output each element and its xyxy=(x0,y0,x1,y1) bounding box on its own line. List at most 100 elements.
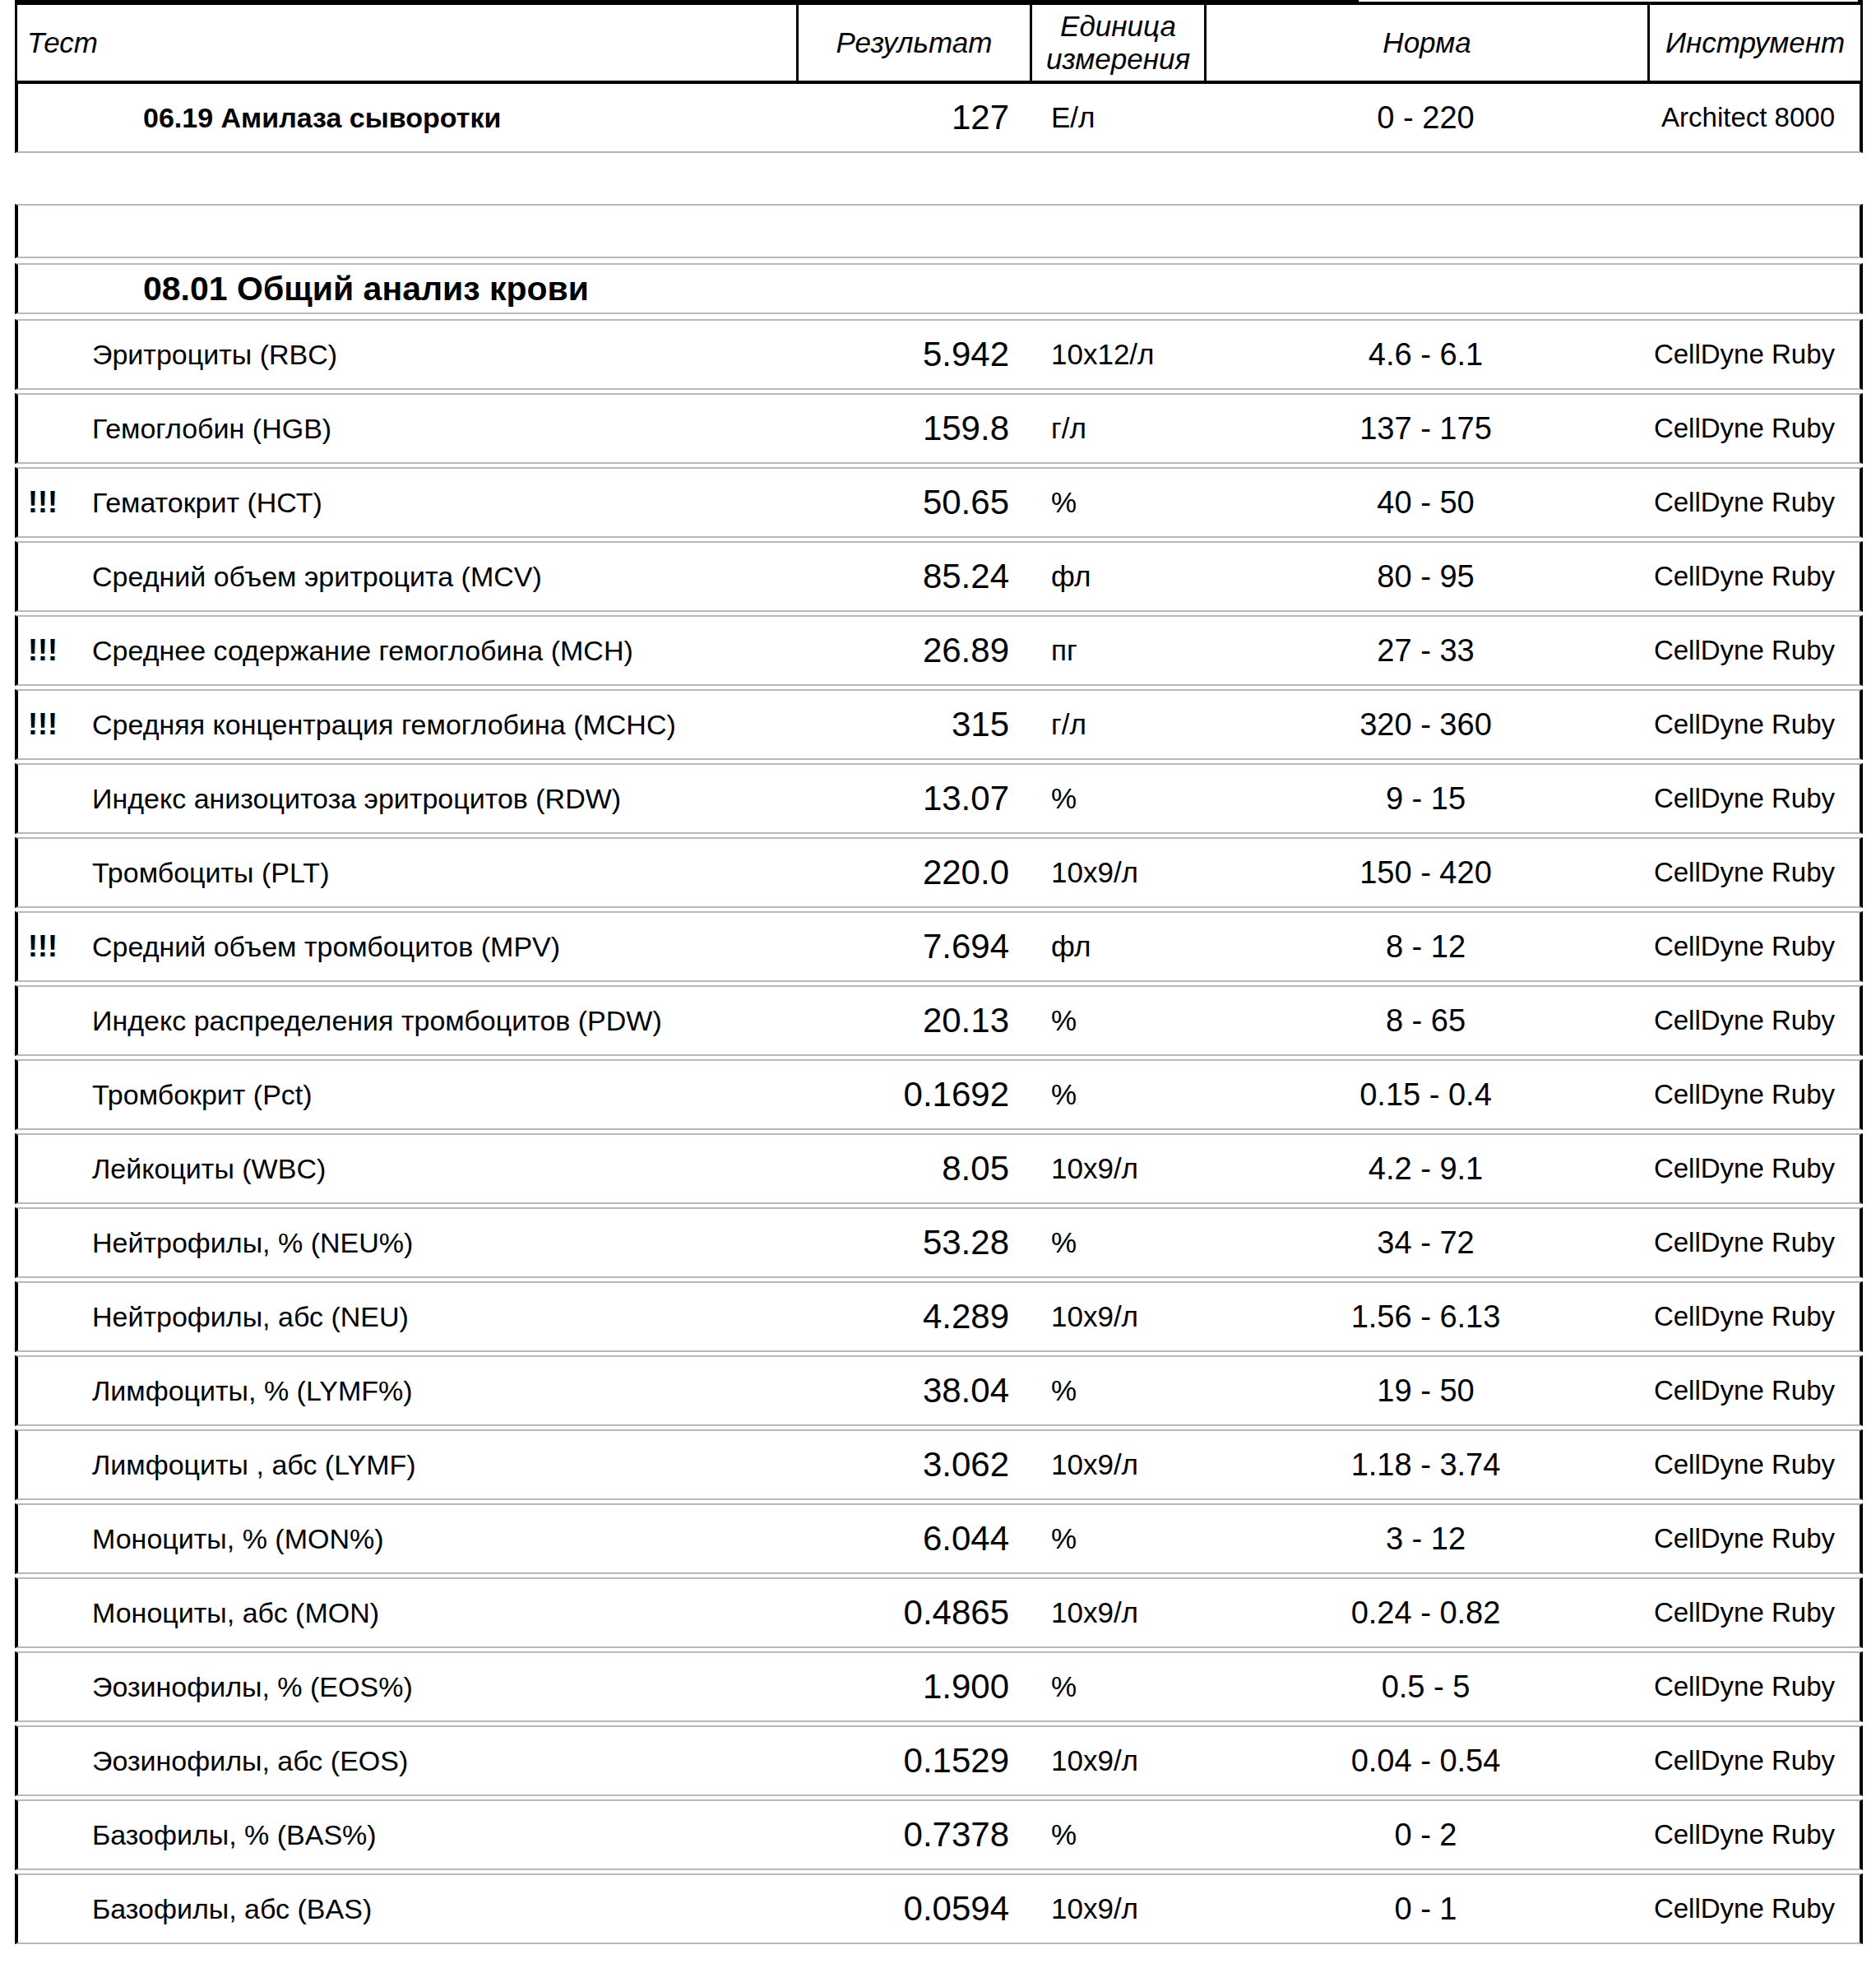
test-result-row: Лимфоциты , абс (LYMF) 3.062 10х9/л 1.18… xyxy=(15,1429,1863,1500)
instrument-name: Architect 8000 xyxy=(1647,84,1860,151)
instrument-name: CellDyne Ruby xyxy=(1647,395,1860,462)
out-of-range-flag xyxy=(18,1875,82,1943)
test-name: Индекс анизоцитоза эритроцитов (RDW) xyxy=(82,765,796,832)
result-value: 20.13 xyxy=(796,987,1030,1054)
cbc-rows-container: Эритроциты (RBC) 5.942 10х12/л 4.6 - 6.1… xyxy=(15,319,1863,1944)
test-name: Эозинофилы, абс (EOS) xyxy=(82,1727,796,1794)
test-name: Эозинофилы, % (EOS%) xyxy=(82,1653,796,1720)
norm-range: 0.15 - 0.4 xyxy=(1204,1061,1647,1128)
instrument-name: CellDyne Ruby xyxy=(1647,321,1860,388)
out-of-range-flag xyxy=(18,1653,82,1720)
norm-range: 1.56 - 6.13 xyxy=(1204,1283,1647,1350)
amylase-row: 06.19 Амилаза сыворотки 127 Е/л 0 - 220 … xyxy=(15,84,1863,153)
out-of-range-flag: !!! xyxy=(18,469,82,536)
norm-range: 9 - 15 xyxy=(1204,765,1647,832)
norm-range: 0.04 - 0.54 xyxy=(1204,1727,1647,1794)
norm-range: 0 - 2 xyxy=(1204,1801,1647,1868)
test-result-row: Индекс анизоцитоза эритроцитов (RDW) 13.… xyxy=(15,763,1863,834)
out-of-range-flag xyxy=(18,395,82,462)
result-value: 6.044 xyxy=(796,1505,1030,1572)
instrument-name: CellDyne Ruby xyxy=(1647,1653,1860,1720)
result-value: 4.289 xyxy=(796,1283,1030,1350)
column-header-result: Результат xyxy=(796,5,1030,81)
column-header-instrument: Инструмент xyxy=(1647,5,1863,81)
out-of-range-flag xyxy=(18,987,82,1054)
amylase-table: Тест Результат Единицаизмерения Норма Ин… xyxy=(15,2,1863,153)
test-name: Средняя концентрация гемоглобина (MCHC) xyxy=(82,691,796,758)
unit-value: % xyxy=(1030,1505,1204,1572)
instrument-name: CellDyne Ruby xyxy=(1647,1579,1860,1646)
norm-range: 1.18 - 3.74 xyxy=(1204,1431,1647,1498)
norm-range: 0.24 - 0.82 xyxy=(1204,1579,1647,1646)
test-name: Лимфоциты, % (LYMF%) xyxy=(82,1357,796,1424)
test-result-row: Лимфоциты, % (LYMF%) 38.04 % 19 - 50 Cel… xyxy=(15,1355,1863,1426)
result-value: 0.1692 xyxy=(796,1061,1030,1128)
unit-value: фл xyxy=(1030,543,1204,610)
instrument-name: CellDyne Ruby xyxy=(1647,1505,1860,1572)
test-result-row: Базофилы, абс (BAS) 0.0594 10х9/л 0 - 1 … xyxy=(15,1873,1863,1944)
instrument-name: CellDyne Ruby xyxy=(1647,1801,1860,1868)
test-result-row: Нейтрофилы, абс (NEU) 4.289 10х9/л 1.56 … xyxy=(15,1281,1863,1352)
norm-range: 150 - 420 xyxy=(1204,839,1647,906)
test-result-row: Гемоглобин (HGB) 159.8 г/л 137 - 175 Cel… xyxy=(15,393,1863,464)
result-value: 3.062 xyxy=(796,1431,1030,1498)
norm-range: 19 - 50 xyxy=(1204,1357,1647,1424)
norm-range: 27 - 33 xyxy=(1204,617,1647,684)
result-value: 38.04 xyxy=(796,1357,1030,1424)
instrument-name: CellDyne Ruby xyxy=(1647,765,1860,832)
instrument-name: CellDyne Ruby xyxy=(1647,1209,1860,1276)
result-value: 220.0 xyxy=(796,839,1030,906)
column-header-unit: Единицаизмерения xyxy=(1030,5,1204,81)
unit-value: пг xyxy=(1030,617,1204,684)
unit-value: % xyxy=(1030,1061,1204,1128)
norm-range: 0.5 - 5 xyxy=(1204,1653,1647,1720)
test-name: Моноциты, абс (MON) xyxy=(82,1579,796,1646)
unit-value: % xyxy=(1030,1357,1204,1424)
out-of-range-flag xyxy=(18,1209,82,1276)
unit-value: 10х9/л xyxy=(1030,1431,1204,1498)
test-name: Тромбокрит (Pct) xyxy=(82,1061,796,1128)
test-result-row: Эритроциты (RBC) 5.942 10х12/л 4.6 - 6.1… xyxy=(15,319,1863,390)
test-name: Индекс распределения тромбоцитов (PDW) xyxy=(82,987,796,1054)
unit-value: 10х12/л xyxy=(1030,321,1204,388)
unit-value: % xyxy=(1030,1653,1204,1720)
test-result-row: Моноциты, абс (MON) 0.4865 10х9/л 0.24 -… xyxy=(15,1577,1863,1648)
empty-spacer-row xyxy=(15,204,1863,258)
out-of-range-flag xyxy=(18,1431,82,1498)
out-of-range-flag: !!! xyxy=(18,691,82,758)
result-value: 85.24 xyxy=(796,543,1030,610)
norm-range: 0 - 1 xyxy=(1204,1875,1647,1943)
instrument-name: CellDyne Ruby xyxy=(1647,1727,1860,1794)
norm-range: 8 - 12 xyxy=(1204,913,1647,980)
out-of-range-flag xyxy=(18,1357,82,1424)
instrument-name: CellDyne Ruby xyxy=(1647,1135,1860,1202)
unit-value: фл xyxy=(1030,913,1204,980)
test-name: Средний объем эритроцита (MCV) xyxy=(82,543,796,610)
instrument-name: CellDyne Ruby xyxy=(1647,617,1860,684)
test-name: Среднее содержание гемоглобина (MCH) xyxy=(82,617,796,684)
instrument-name: CellDyne Ruby xyxy=(1647,691,1860,758)
unit-value: Е/л xyxy=(1030,84,1204,151)
instrument-name: CellDyne Ruby xyxy=(1647,1431,1860,1498)
out-of-range-flag xyxy=(18,839,82,906)
out-of-range-flag xyxy=(18,765,82,832)
norm-range: 0 - 220 xyxy=(1204,84,1647,151)
unit-value: % xyxy=(1030,765,1204,832)
test-result-row: Индекс распределения тромбоцитов (PDW) 2… xyxy=(15,985,1863,1056)
test-name: Лимфоциты , абс (LYMF) xyxy=(82,1431,796,1498)
out-of-range-flag xyxy=(18,1579,82,1646)
instrument-name: CellDyne Ruby xyxy=(1647,1061,1860,1128)
result-value: 0.7378 xyxy=(796,1801,1030,1868)
result-value: 1.900 xyxy=(796,1653,1030,1720)
test-result-row: Средний объем эритроцита (MCV) 85.24 фл … xyxy=(15,541,1863,612)
result-value: 7.694 xyxy=(796,913,1030,980)
test-result-row: !!! Средняя концентрация гемоглобина (MC… xyxy=(15,689,1863,760)
unit-value: 10х9/л xyxy=(1030,1875,1204,1943)
result-value: 0.1529 xyxy=(796,1727,1030,1794)
out-of-range-flag: !!! xyxy=(18,617,82,684)
unit-value: % xyxy=(1030,469,1204,536)
cbc-section-row: 08.01 Общий анализ крови xyxy=(15,263,1863,314)
norm-range: 3 - 12 xyxy=(1204,1505,1647,1572)
result-value: 5.942 xyxy=(796,321,1030,388)
norm-range: 80 - 95 xyxy=(1204,543,1647,610)
